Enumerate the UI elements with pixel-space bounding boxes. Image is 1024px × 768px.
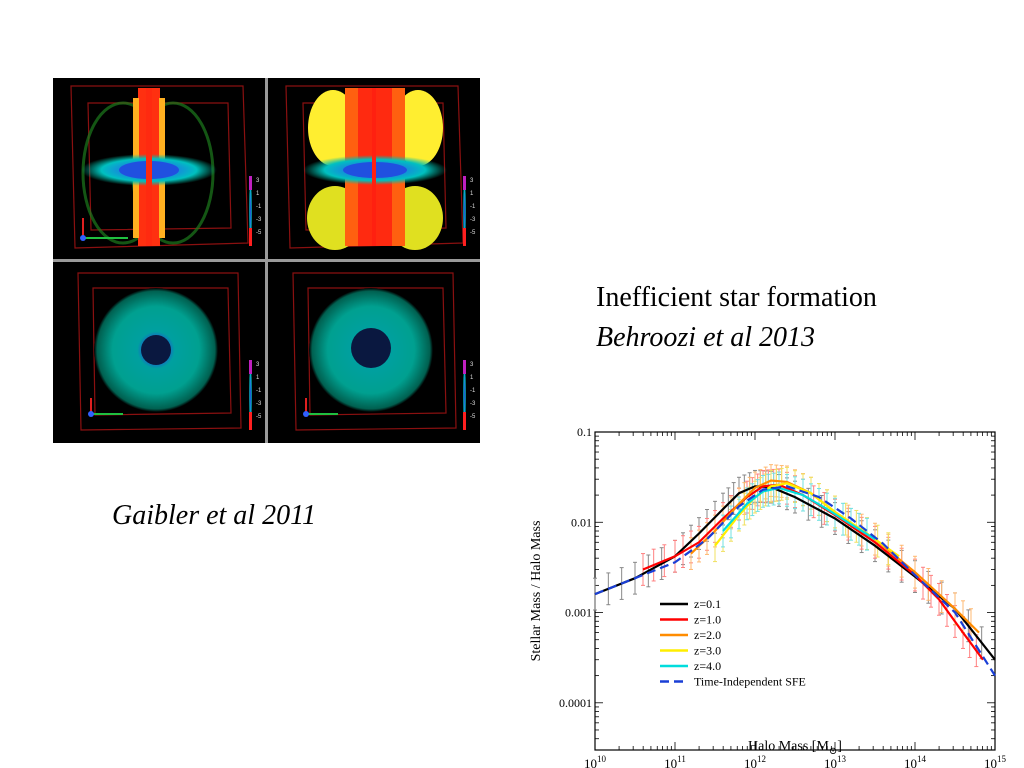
behroozi-title: Inefficient star formation: [596, 282, 877, 313]
simulation-panels: 3 3 3 3 1 1 1 1 -1 -1 -1 -1 -3 -3 -3 -3 -5 -5 -5 -5: [53, 78, 480, 443]
legend-label: z=0.1: [694, 597, 721, 611]
x-tick-labels: 1010 1011 1012 1013 1014 1015: [584, 754, 1007, 768]
sim-panel-bottom-left: [77, 272, 252, 431]
legend-label: z=4.0: [694, 659, 721, 673]
x-tick-label: 1010: [584, 754, 607, 768]
panel-divider-horizontal: [53, 259, 480, 262]
colorbar-tick-label: -5: [256, 230, 262, 236]
colorbar-tick-label: 1: [470, 375, 474, 381]
x-tick-label: 1012: [744, 754, 766, 768]
colorbar-labels: 3 3 3 3 1 1 1 1 -1 -1 -1 -1 -3 -3 -3 -3 -5 -5 -5 -5: [256, 178, 476, 420]
legend-label: z=1.0: [694, 613, 721, 627]
colorbar-tick-label: -3: [256, 217, 262, 223]
y-tick-label: 0.1: [577, 425, 592, 439]
colorbar-tick-label: 1: [256, 375, 260, 381]
y-tick-label: 0.0001: [559, 696, 592, 710]
colorbar-tick-label: -3: [470, 217, 476, 223]
legend: z=0.1 z=1.0z=2.0 z=3.0z=4.0 Time-Independen…: [660, 597, 806, 689]
x-axis-label: Halo Mass [M⊙]: [748, 739, 842, 757]
y-tick-labels: 0.0001 0.001 0.01 0.1: [559, 425, 592, 710]
series-line-time-independent-sfe: [594, 485, 996, 677]
simulation-figure: 3 3 3 3 1 1 1 1 -1 -1 -1 -1 -3 -3 -3 -3 -5 -5 -5 -5: [53, 78, 480, 443]
series-line-z-4-0: [722, 486, 876, 541]
colorbar-tick-label: -1: [256, 204, 262, 210]
x-axis-label-sub: ⊙: [829, 746, 837, 757]
legend-label: Time-Independent SFE: [694, 675, 806, 689]
colorbar-tick-label: 3: [256, 362, 260, 368]
colorbar-tick-label: -1: [470, 204, 476, 210]
colorbar-tick-label: -3: [256, 401, 262, 407]
y-axis-label: Stellar Mass / Halo Mass: [529, 521, 544, 662]
colorbar-tick-label: -1: [256, 388, 262, 394]
colorbar-tick-label: -1: [470, 388, 476, 394]
colorbar-tick-label: 1: [470, 191, 474, 197]
sim-panel-top-left: [70, 85, 252, 249]
x-tick-label: 1015: [984, 754, 1007, 768]
colorbar-tick-label: 3: [470, 362, 474, 368]
smhm-chart: 1010 1011 1012 1013 1014 1015 0.0001 0.001 0.01…: [529, 425, 1007, 768]
x-axis-label-end: ]: [837, 739, 842, 754]
series-lines: [594, 479, 996, 677]
gaibler-citation: Gaibler et al 2011: [112, 500, 317, 531]
legend-label: z=2.0: [694, 628, 721, 642]
y-tick-label: 0.001: [565, 606, 592, 620]
y-tick-label: 0.01: [571, 515, 592, 529]
behroozi-citation: Behroozi et al 2013: [596, 322, 816, 353]
colorbar-tick-label: -3: [470, 401, 476, 407]
colorbar-tick-label: -5: [256, 414, 262, 420]
colorbar-tick-label: 1: [256, 191, 260, 197]
axis-ticks: [594, 432, 995, 751]
x-tick-label: 1014: [904, 754, 927, 768]
x-tick-label: 1011: [664, 754, 686, 768]
sim-panel-bottom-right: [292, 272, 466, 431]
legend-label: z=3.0: [694, 644, 721, 658]
colorbar-tick-label: -5: [470, 230, 476, 236]
colorbar-tick-label: 3: [256, 178, 260, 184]
colorbar-tick-label: -5: [470, 414, 476, 420]
x-axis-label-text: Halo Mass [M: [748, 739, 829, 754]
colorbar-tick-label: 3: [470, 178, 474, 184]
sim-panel-top-right: [285, 85, 466, 250]
x-tick-label: 1013: [824, 754, 847, 768]
